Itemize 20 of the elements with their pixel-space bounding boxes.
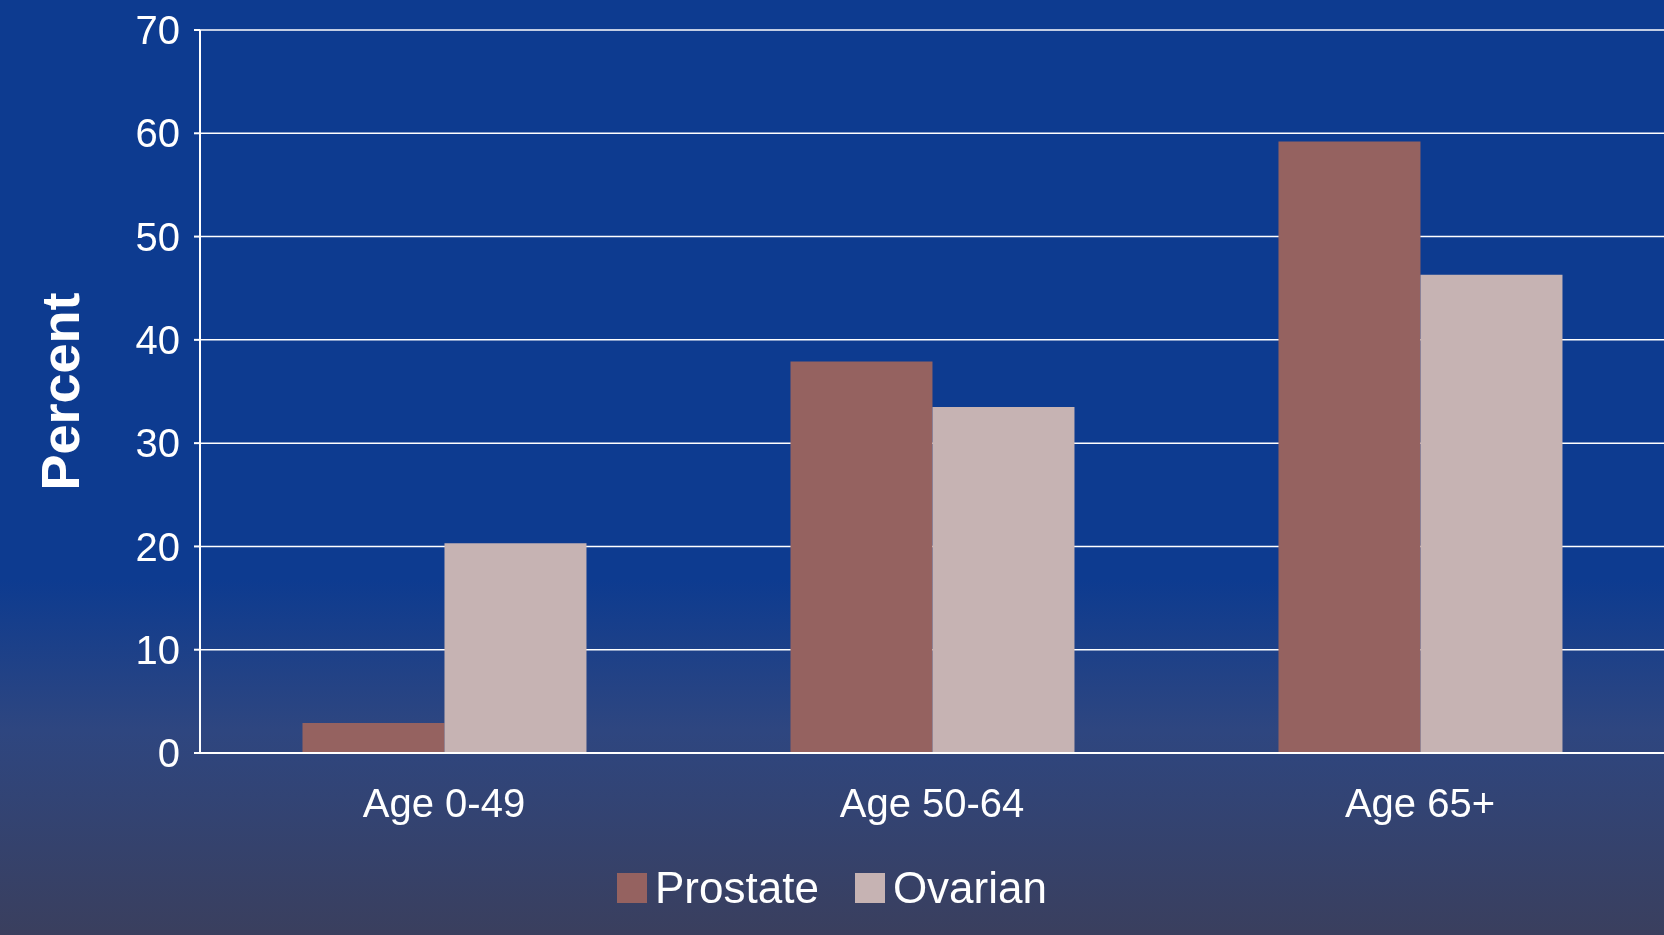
y-tick-label: 50: [135, 214, 180, 259]
bar: [790, 361, 933, 753]
y-tick-label: 40: [135, 318, 180, 363]
y-axis-title: Percent: [30, 292, 91, 491]
legend-label: Ovarian: [891, 863, 1047, 913]
bar: [932, 406, 1075, 753]
bar: [1278, 141, 1421, 753]
y-tick-label: 0: [157, 731, 180, 776]
bar: [444, 543, 587, 753]
y-tick-label: 20: [135, 524, 180, 569]
y-tick-label: 60: [135, 111, 180, 156]
bar: [302, 723, 445, 753]
y-tick-label: 30: [135, 421, 180, 466]
x-tick-label: Age 0-49: [362, 781, 526, 826]
x-tick-label: Age 65+: [1344, 781, 1496, 826]
y-tick-label: 10: [135, 627, 180, 672]
x-tick-label: Age 50-64: [839, 781, 1025, 826]
y-tick-label: 70: [135, 8, 180, 53]
bar: [1420, 274, 1563, 753]
legend-label: Prostate: [654, 863, 819, 913]
